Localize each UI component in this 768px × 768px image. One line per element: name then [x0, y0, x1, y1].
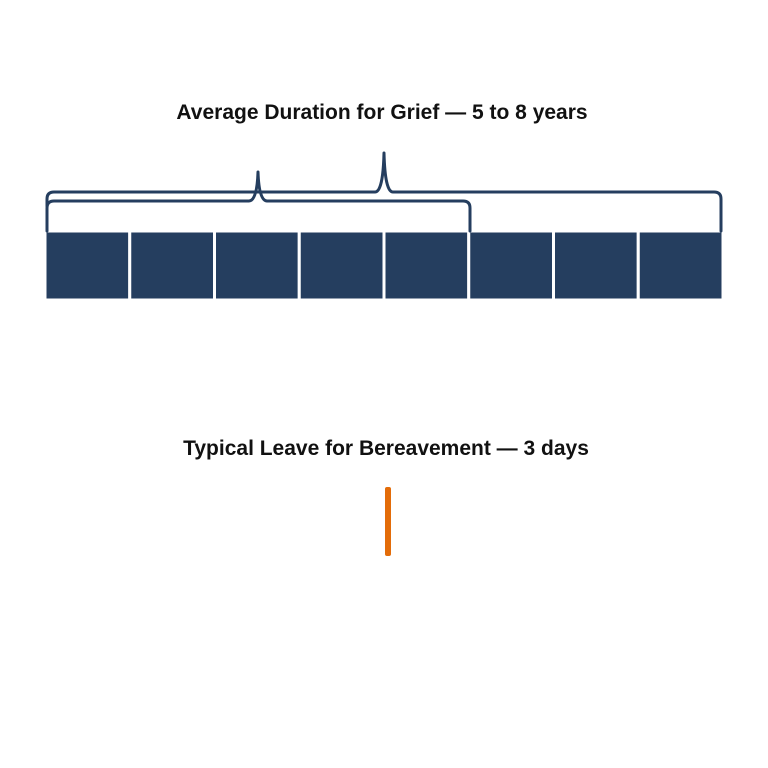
year-block-1 — [43, 229, 132, 302]
year-block-3 — [213, 229, 301, 302]
year-block-6 — [467, 229, 555, 302]
five-year-brace — [45, 170, 472, 233]
bereavement-leave-title: Typical Leave for Bereavement — 3 days — [183, 437, 589, 460]
year-block-7 — [552, 229, 640, 302]
year-block-8 — [636, 229, 725, 302]
year-blocks — [43, 229, 725, 302]
grief-duration-title: Average Duration for Grief — 5 to 8 year… — [176, 101, 588, 124]
eight-year-brace — [45, 151, 723, 233]
bereavement-leave-bar — [385, 487, 391, 556]
year-block-5 — [382, 229, 471, 302]
year-block-2 — [128, 229, 216, 302]
year-block-4 — [297, 229, 386, 302]
